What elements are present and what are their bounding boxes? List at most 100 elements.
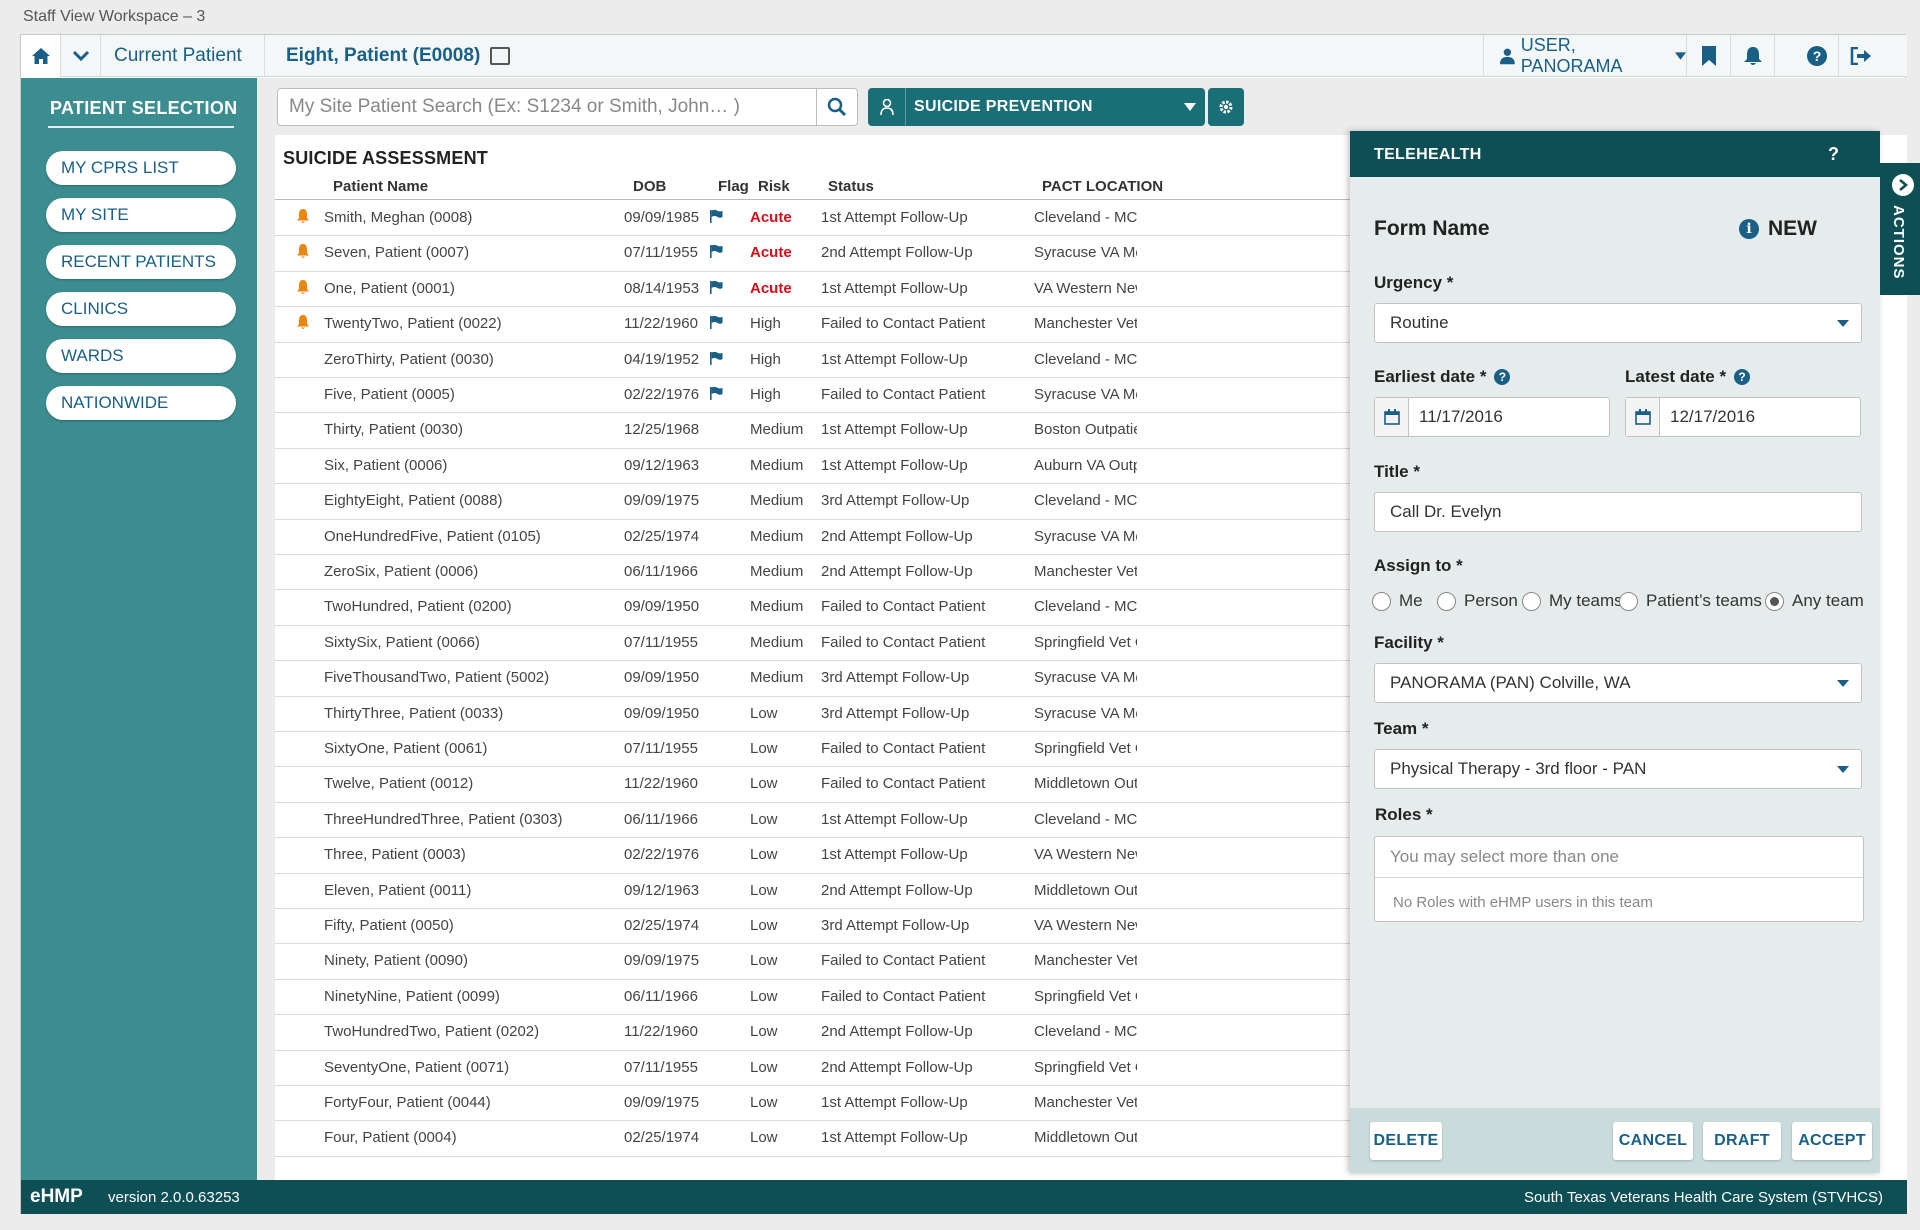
table-row[interactable]: TwentyTwo, Patient (0022) 11/22/1960 High F… — [275, 307, 1355, 343]
table-row[interactable]: SixtyOne, Patient (0061) 07/11/1955 Low Fai… — [275, 732, 1355, 768]
urgency-select[interactable]: Routine — [1374, 303, 1862, 343]
patient-name-cell[interactable]: SeventyOne, Patient (0071) — [324, 1058, 510, 1076]
sidebar-item-recent-patients[interactable]: RECENT PATIENTS — [46, 245, 236, 279]
calendar-icon[interactable] — [1375, 398, 1409, 436]
patient-name[interactable]: Eight, Patient (E0008) — [286, 45, 481, 66]
flag-icon[interactable] — [709, 315, 723, 333]
table-row[interactable]: TwoHundred, Patient (0200) 09/09/1950 Medi… — [275, 590, 1355, 626]
column-header-risk[interactable]: Risk — [758, 178, 790, 195]
patient-name-cell[interactable]: Eleven, Patient (0011) — [324, 881, 472, 899]
table-row[interactable]: OneHundredFive, Patient (0105) 02/25/1974… — [275, 520, 1355, 555]
team-select[interactable]: Physical Therapy - 3rd floor - PAN — [1374, 749, 1862, 789]
bookmark-button[interactable] — [1687, 35, 1731, 77]
table-row[interactable]: Smith, Meghan (0008) 09/09/1985 Acute 1st A… — [275, 201, 1355, 237]
table-row[interactable]: SeventyOne, Patient (0071) 07/11/1955 Low 2… — [275, 1051, 1355, 1086]
assign-radio-person[interactable]: Person — [1437, 591, 1518, 611]
assign-radio-my-teams[interactable]: My teams — [1522, 591, 1623, 611]
earliest-date-field[interactable]: 11/17/2016 — [1374, 397, 1610, 437]
patient-name-cell[interactable]: ZeroThirty, Patient (0030) — [324, 350, 494, 368]
patient-name-cell[interactable]: ThirtyThree, Patient (0033) — [324, 704, 504, 722]
latest-date-field[interactable]: 12/17/2016 — [1625, 397, 1861, 437]
help-icon[interactable]: ? — [1828, 144, 1840, 164]
patient-name-cell[interactable]: Twelve, Patient (0012) — [324, 775, 474, 793]
patient-name-cell[interactable]: FiveThousandTwo, Patient (5002) — [324, 669, 550, 687]
patient-name-cell[interactable]: EightyEight, Patient (0088) — [324, 492, 503, 510]
patient-name-cell[interactable]: One, Patient (0001) — [324, 279, 455, 297]
table-row[interactable]: Eleven, Patient (0011) 09/12/1963 Low 2nd A… — [275, 874, 1355, 909]
facility-select[interactable]: PANORAMA (PAN) Colville, WA — [1374, 663, 1862, 703]
sidebar-item-nationwide[interactable]: NATIONWIDE — [46, 386, 236, 420]
radio-button[interactable] — [1522, 591, 1541, 611]
patient-menu-button[interactable] — [61, 35, 101, 77]
column-header-flag[interactable]: Flag — [718, 178, 749, 195]
patient-name-cell[interactable]: NinetyNine, Patient (0099) — [324, 987, 500, 1005]
table-row[interactable]: Five, Patient (0005) 02/22/1976 High Failed… — [275, 378, 1355, 414]
delete-button[interactable]: DELETE — [1370, 1122, 1442, 1160]
accept-button[interactable]: ACCEPT — [1792, 1122, 1872, 1160]
flag-icon[interactable] — [709, 386, 723, 404]
current-patient-link[interactable]: Current Patient — [114, 45, 242, 66]
table-row[interactable]: ZeroThirty, Patient (0030) 04/19/1952 High… — [275, 343, 1355, 378]
patient-name-cell[interactable]: ZeroSix, Patient (0006) — [324, 563, 479, 580]
flag-icon[interactable] — [709, 209, 723, 227]
table-row[interactable]: SixtySix, Patient (0066) 07/11/1955 Medium… — [275, 626, 1355, 662]
table-row[interactable]: ZeroSix, Patient (0006) 06/11/1966 Medium 2… — [275, 555, 1355, 591]
radio-button[interactable] — [1437, 591, 1456, 611]
title-input[interactable]: Call Dr. Evelyn — [1374, 492, 1862, 532]
patient-name-cell[interactable]: SixtySix, Patient (0066) — [324, 633, 480, 651]
table-row[interactable]: Seven, Patient (0007) 07/11/1955 Acute 2nd … — [275, 236, 1355, 272]
table-row[interactable]: FiveThousandTwo, Patient (5002) 09/09/195… — [275, 661, 1355, 697]
flag-icon[interactable] — [709, 244, 723, 262]
help-button[interactable]: ? — [1795, 35, 1839, 77]
patient-name-cell[interactable]: ThreeHundredThree, Patient (0303) — [324, 810, 563, 828]
patient-name-cell[interactable]: TwoHundred, Patient (0200) — [324, 598, 512, 616]
home-button[interactable] — [21, 35, 61, 77]
help-icon[interactable]: ? — [1494, 369, 1511, 385]
workspace-settings-button[interactable] — [1208, 88, 1244, 126]
patient-name-cell[interactable]: Smith, Meghan (0008) — [324, 209, 473, 226]
logout-button[interactable] — [1839, 35, 1883, 77]
patient-name-cell[interactable]: FortyFour, Patient (0044) — [324, 1094, 491, 1111]
assign-radio-any-team[interactable]: Any team — [1765, 591, 1864, 611]
column-header-name[interactable]: Patient Name — [333, 178, 429, 195]
table-row[interactable]: NinetyNine, Patient (0099) 06/11/1966 Low F… — [275, 980, 1355, 1016]
column-header-pact-location[interactable]: PACT LOCATION — [1042, 178, 1164, 195]
patient-name-cell[interactable]: TwentyTwo, Patient (0022) — [324, 315, 502, 333]
table-row[interactable]: One, Patient (0001) 08/14/1953 Acute 1st At… — [275, 272, 1355, 308]
table-row[interactable]: Ninety, Patient (0090) 09/09/1975 Low Faile… — [275, 944, 1355, 980]
sidebar-item-wards[interactable]: WARDS — [46, 339, 236, 373]
patient-name-cell[interactable]: Four, Patient (0004) — [324, 1129, 457, 1147]
help-icon[interactable]: ? — [1734, 369, 1751, 385]
user-menu[interactable]: USER, PANORAMA — [1483, 35, 1687, 77]
patient-name-cell[interactable]: Ninety, Patient (0090) — [324, 952, 468, 970]
column-header-status[interactable]: Status — [828, 178, 874, 195]
table-row[interactable]: EightyEight, Patient (0088) 09/09/1975 Med… — [275, 484, 1355, 520]
flag-icon[interactable] — [709, 351, 723, 369]
patient-name-cell[interactable]: Seven, Patient (0007) — [324, 244, 470, 262]
table-row[interactable]: Three, Patient (0003) 02/22/1976 Low 1st At… — [275, 838, 1355, 874]
radio-button[interactable] — [1619, 591, 1638, 611]
flag-icon[interactable] — [709, 280, 723, 298]
patient-name-cell[interactable]: Three, Patient (0003) — [324, 846, 466, 864]
table-row[interactable]: ThreeHundredThree, Patient (0303) 06/11/1… — [275, 803, 1355, 839]
actions-tab[interactable]: ACTIONS — [1880, 163, 1920, 295]
table-row[interactable]: Fifty, Patient (0050) 02/25/1974 Low 3rd At… — [275, 909, 1355, 945]
patient-name-cell[interactable]: SixtyOne, Patient (0061) — [324, 740, 488, 757]
sidebar-item-clinics[interactable]: CLINICS — [46, 292, 236, 326]
workspace-select[interactable]: SUICIDE PREVENTION — [868, 88, 1205, 126]
table-row[interactable]: Thirty, Patient (0030) 12/25/1968 Medium 1s… — [275, 413, 1355, 449]
table-row[interactable]: Four, Patient (0004) 02/25/1974 Low 1st Att… — [275, 1121, 1355, 1157]
sidebar-item-my-site[interactable]: MY SITE — [46, 198, 236, 232]
info-icon[interactable]: i — [1739, 219, 1759, 239]
patient-search-input[interactable]: My Site Patient Search (Ex: S1234 or Smi… — [277, 88, 817, 126]
radio-button[interactable] — [1372, 591, 1391, 611]
patient-name-cell[interactable]: Thirty, Patient (0030) — [324, 421, 463, 439]
column-header-dob[interactable]: DOB — [633, 178, 667, 195]
patient-name-cell[interactable]: Six, Patient (0006) — [324, 456, 448, 474]
patient-name-cell[interactable]: TwoHundredTwo, Patient (0202) — [324, 1023, 540, 1041]
table-row[interactable]: ThirtyThree, Patient (0033) 09/09/1950 Low… — [275, 697, 1355, 732]
table-row[interactable]: FortyFour, Patient (0044) 09/09/1975 Low 1s… — [275, 1086, 1355, 1122]
calendar-icon[interactable] — [1626, 398, 1660, 436]
roles-select[interactable]: You may select more than one No Roles wi… — [1374, 836, 1864, 922]
search-button[interactable] — [816, 88, 858, 126]
